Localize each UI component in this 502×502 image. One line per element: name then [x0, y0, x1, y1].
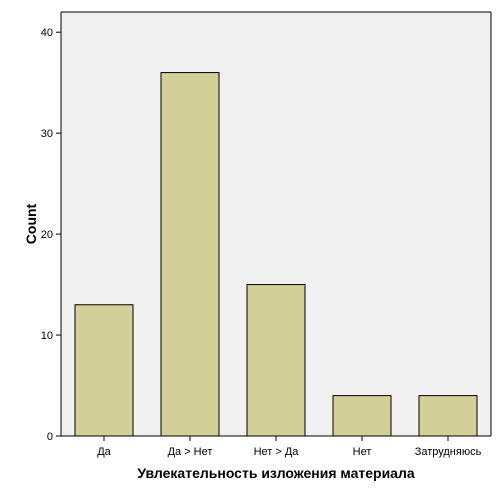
- bar: [160, 72, 220, 437]
- bar: [418, 395, 478, 437]
- bar: [74, 304, 134, 437]
- bar: [332, 395, 392, 437]
- x-tick-label: Затрудняюсь: [415, 446, 482, 458]
- y-tick-label: 30: [41, 128, 53, 140]
- x-axis-ticks: Да Да > Нет Нет > Да Нет Затрудняюсь: [97, 436, 482, 458]
- x-tick-label: Да > Нет: [168, 446, 213, 458]
- y-tick-label: 0: [47, 431, 53, 443]
- x-axis-title: Увлекательность изложения материала: [137, 465, 415, 481]
- y-axis-ticks: 0 10 20 30 40: [41, 27, 61, 443]
- x-tick-label: Нет: [353, 446, 372, 458]
- x-tick-label: Да: [97, 446, 111, 458]
- y-tick-label: 40: [41, 27, 53, 39]
- y-tick-label: 10: [41, 330, 53, 342]
- y-tick-label: 20: [41, 229, 53, 241]
- bar: [246, 284, 306, 437]
- x-tick-label: Нет > Да: [254, 446, 300, 458]
- y-axis-title: Count: [23, 203, 39, 244]
- bar-group: [74, 72, 478, 437]
